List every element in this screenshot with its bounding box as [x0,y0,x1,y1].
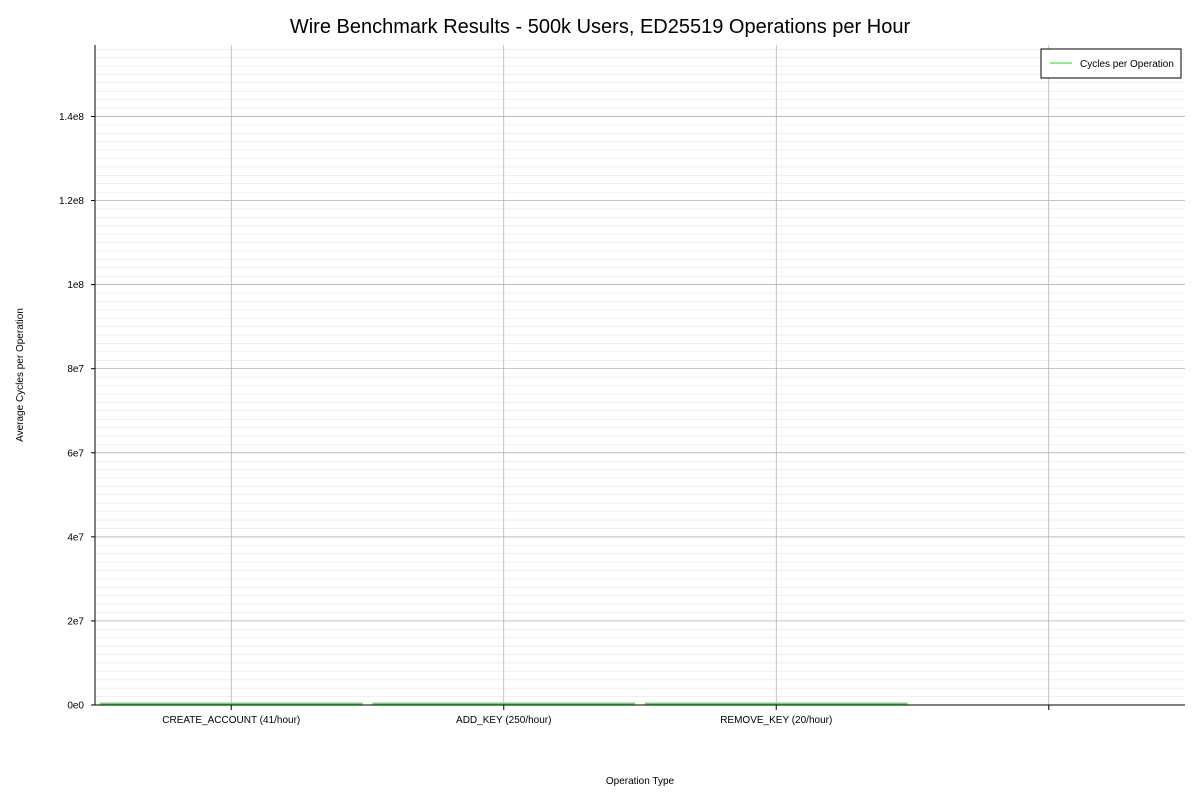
axes [94,45,1185,706]
y-tick-label: 4e7 [67,532,84,543]
y-tick-label: 0e0 [67,701,84,712]
x-axis-label: Operation Type [606,776,675,787]
chart-title: Wire Benchmark Results - 500k Users, ED2… [289,16,911,38]
legend-label: Cycles per Operation [1080,59,1174,70]
y-tick-label: 1.2e8 [59,196,84,207]
x-tick-label: CREATE_ACCOUNT (41/hour) [162,715,300,726]
y-tick-label: 2e7 [67,616,84,627]
y-tick-label: 1e8 [67,280,84,291]
y-tick-label: 8e7 [67,364,84,375]
major-grid [95,45,1185,706]
x-ticks: CREATE_ACCOUNT (41/hour) ADD_KEY (250/hou… [162,705,1050,726]
minor-grid [95,48,1185,706]
y-ticks: 0e0 2e7 4e7 6e7 8e7 1e8 1.2e8 1.4e8 [59,112,95,712]
y-axis-label: Average Cycles per Operation [15,308,26,442]
x-tick-label: REMOVE_KEY (20/hour) [720,715,832,726]
legend: Cycles per Operation [1040,48,1182,79]
y-tick-label: 6e7 [67,448,84,459]
x-tick-label: ADD_KEY (250/hour) [456,715,551,726]
y-tick-label: 1.4e8 [59,112,84,123]
